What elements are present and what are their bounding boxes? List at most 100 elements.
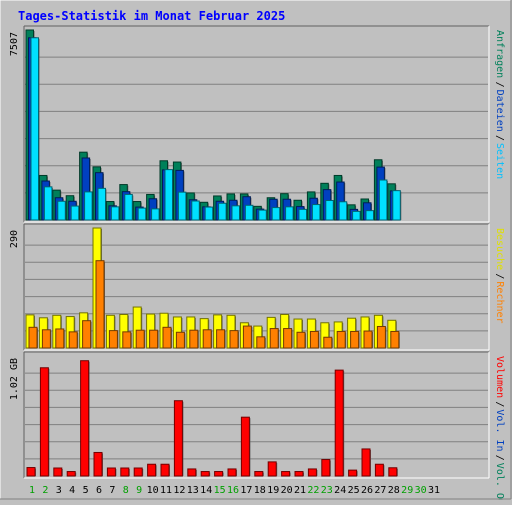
legend-label-vol-out: Vol. Out <box>494 463 505 500</box>
bar-seiten-day-13 <box>191 200 200 221</box>
x-tick-label: 18 <box>254 485 266 496</box>
legend-separator: / <box>494 455 505 461</box>
bars <box>25 29 402 221</box>
bar-seiten-day-20 <box>285 206 294 221</box>
legend-label-volumen: Volumen <box>494 356 505 398</box>
legend-label-besuche: Besuche <box>494 228 505 270</box>
x-tick-label: 26 <box>361 485 373 496</box>
bar-volumen-day-16 <box>227 468 237 477</box>
bar-seiten-day-1 <box>30 37 39 221</box>
bar-volumen-day-21 <box>294 471 304 477</box>
x-tick-label: 11 <box>160 485 172 496</box>
y-tick-label: 1.02 GB <box>9 358 20 400</box>
bar-rechner-day-12 <box>175 331 185 349</box>
bar-seiten-day-23 <box>325 200 334 221</box>
bar-rechner-day-3 <box>55 328 65 349</box>
x-tick-label: 6 <box>96 485 102 496</box>
bar-rechner-day-16 <box>229 330 239 349</box>
bar-rechner-day-6 <box>95 260 105 349</box>
bar-volumen-day-7 <box>106 467 116 477</box>
bar-volumen-day-19 <box>267 461 277 477</box>
bar-volumen-day-17 <box>240 416 250 477</box>
panel-3: 1.02 GB Volumen / Vol. In / Vol. Out <box>9 351 505 505</box>
bar-seiten-day-2 <box>43 186 53 221</box>
bar-rechner-day-19 <box>269 328 279 349</box>
legend-separator: / <box>494 135 505 141</box>
x-tick-label: 3 <box>56 485 62 496</box>
bar-seiten-day-21 <box>298 208 307 221</box>
chart-title: Tages-Statistik im Monat Februar 2025 <box>18 9 285 23</box>
bar-seiten-day-7 <box>110 206 120 221</box>
bars <box>26 360 398 477</box>
x-tick-label: 30 <box>415 485 427 496</box>
bar-volumen-day-1 <box>26 467 36 477</box>
bar-volumen-day-10 <box>147 463 157 477</box>
bar-volumen-day-15 <box>214 471 224 477</box>
bar-volumen-day-14 <box>200 471 210 477</box>
bar-rechner-day-24 <box>336 330 346 349</box>
x-tick-label: 2 <box>42 485 48 496</box>
bar-rechner-day-28 <box>390 330 400 349</box>
x-tick-label: 27 <box>374 485 386 496</box>
bar-rechner-day-26 <box>363 330 373 349</box>
bar-volumen-day-5 <box>80 360 90 477</box>
legend-separator: / <box>494 82 505 88</box>
legend-label-vol-in: Vol. In <box>494 409 505 451</box>
x-tick-label: 20 <box>281 485 293 496</box>
bar-volumen-day-22 <box>307 468 317 477</box>
bar-rechner-day-20 <box>283 328 293 349</box>
bar-rechner-day-22 <box>309 330 319 349</box>
bar-volumen-day-13 <box>187 468 197 477</box>
bar-volumen-day-24 <box>334 369 344 477</box>
bar-volumen-day-28 <box>388 467 398 477</box>
bar-seiten-day-15 <box>218 202 227 221</box>
bar-rechner-day-18 <box>256 336 266 349</box>
x-tick-label: 4 <box>69 485 75 496</box>
bar-seiten-day-10 <box>151 208 160 221</box>
bar-volumen-day-12 <box>173 400 183 477</box>
bar-seiten-day-4 <box>70 205 80 221</box>
x-tick-label: 23 <box>321 485 333 496</box>
x-tick-label: 17 <box>240 485 252 496</box>
x-tick-label: 31 <box>428 485 440 496</box>
panel-1: 7507 Anfragen / Dateien / Seiten <box>9 25 505 223</box>
legend-label-rechner: Rechner <box>494 281 505 323</box>
x-tick-label: 15 <box>214 485 226 496</box>
x-tick-label: 28 <box>388 485 400 496</box>
x-tick-label: 24 <box>334 485 346 496</box>
bar-seiten-day-11 <box>164 169 173 221</box>
bar-rechner-day-21 <box>296 331 306 349</box>
bar-seiten-day-3 <box>57 200 66 221</box>
x-tick-label: 21 <box>294 485 306 496</box>
bar-volumen-day-2 <box>39 367 49 477</box>
x-tick-label: 25 <box>348 485 360 496</box>
bar-rechner-day-7 <box>108 330 118 349</box>
x-tick-label: 22 <box>307 485 319 496</box>
bar-seiten-day-8 <box>124 193 133 221</box>
legend-label-dateien: Dateien <box>494 90 505 132</box>
panel-2: 290 Besuche / Rechner <box>9 223 505 351</box>
bar-rechner-day-10 <box>149 329 159 349</box>
x-tick-label: 10 <box>147 485 159 496</box>
bar-rechner-day-25 <box>350 330 360 349</box>
bar-rechner-day-1 <box>28 326 38 349</box>
bar-rechner-day-11 <box>162 326 172 349</box>
bar-seiten-day-6 <box>97 187 106 221</box>
bar-seiten-day-14 <box>204 206 214 221</box>
y-tick-label: 290 <box>9 230 20 248</box>
bar-rechner-day-2 <box>41 329 51 349</box>
bar-rechner-day-8 <box>122 331 132 349</box>
bar-seiten-day-17 <box>244 204 254 221</box>
bar-rechner-day-9 <box>135 329 145 349</box>
x-tick-label: 9 <box>136 485 142 496</box>
panel-legend: Anfragen / Dateien / Seiten <box>494 30 505 179</box>
bar-seiten-day-26 <box>365 210 374 221</box>
bar-volumen-day-20 <box>281 471 291 477</box>
bar-volumen-day-18 <box>254 471 264 477</box>
x-tick-label: 13 <box>187 485 199 496</box>
bar-rechner-day-27 <box>376 325 386 349</box>
x-tick-label: 19 <box>267 485 279 496</box>
bar-volumen-day-3 <box>53 467 63 477</box>
